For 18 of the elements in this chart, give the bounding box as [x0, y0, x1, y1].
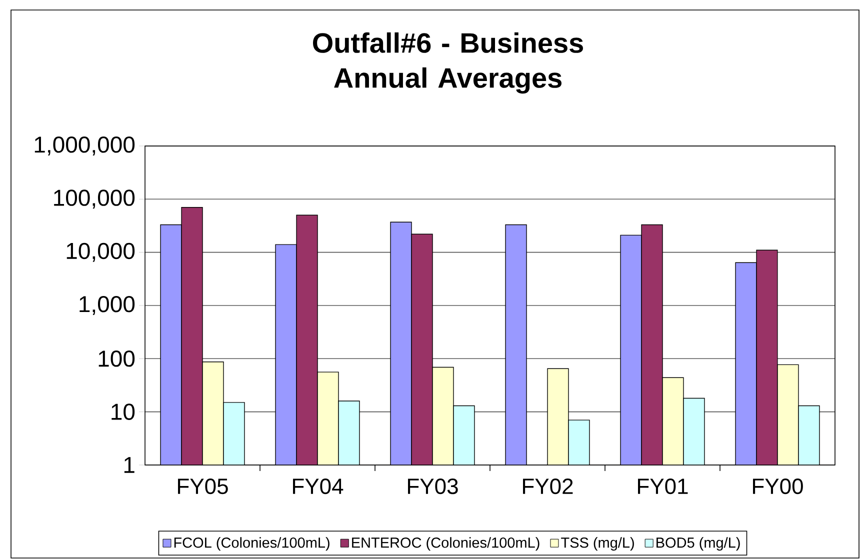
y-tick-label: 100,000 [54, 190, 135, 209]
x-tick-label: FY04 [293, 478, 344, 494]
y-tick-label: 1 [124, 457, 134, 473]
legend-label: BOD5 (mg/L) [656, 537, 740, 551]
y-tick-label: 10,000 [66, 242, 135, 262]
x-tick-label: FY01 [638, 478, 688, 494]
x-tick-label: FY00 [753, 478, 803, 494]
legend-label: TSS (mg/L) [561, 537, 634, 551]
legend-label: FCOL (Colonies/100mL) [174, 537, 330, 551]
y-tick-label: 1,000,000 [34, 136, 135, 156]
x-tick-label: FY02 [523, 478, 573, 494]
y-tick-label: 1,000 [80, 296, 135, 315]
x-tick-label: FY03 [408, 478, 458, 494]
chart-title: Outfall#6 - Business Annual Averages [313, 32, 583, 94]
y-tick-label: 10 [112, 404, 135, 420]
y-tick-label: 100 [98, 350, 135, 367]
x-tick-label: FY05 [178, 478, 228, 494]
legend-label: ENTEROC (Colonies/100mL) [352, 537, 540, 551]
